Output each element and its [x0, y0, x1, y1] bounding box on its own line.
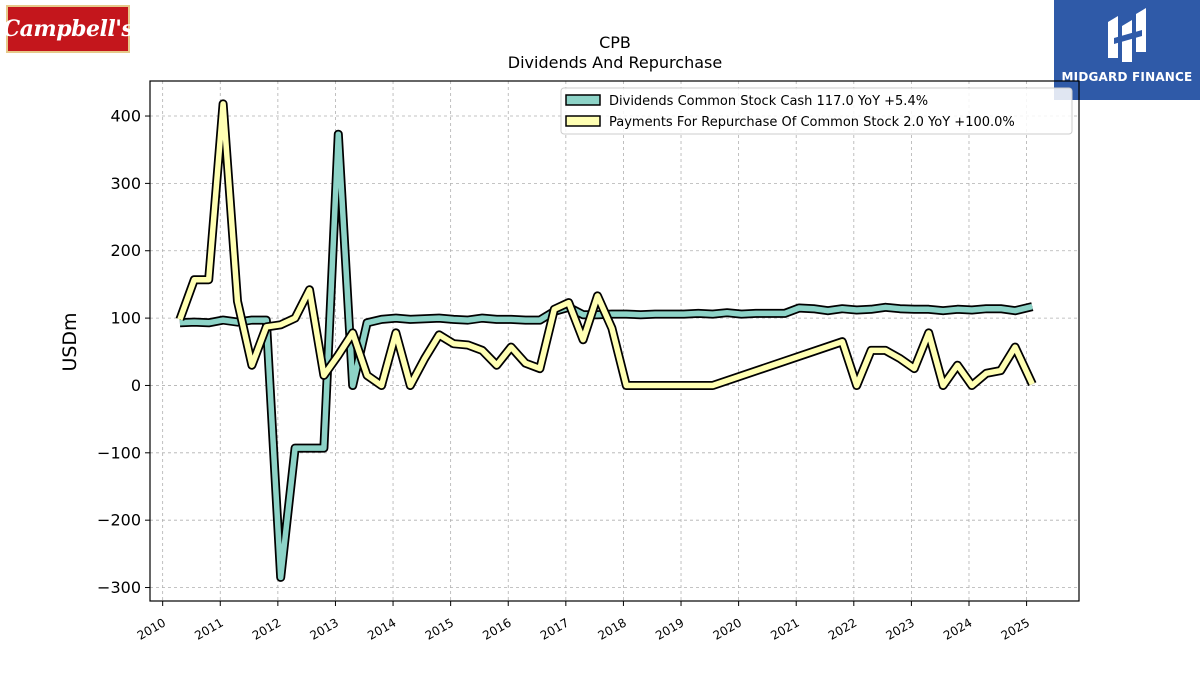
plot-frame [149, 80, 1080, 602]
x-tick-label: 2016 [480, 615, 513, 642]
x-tick-label: 2025 [999, 615, 1032, 642]
series-stroke [177, 101, 1035, 389]
series-stroke [179, 131, 1033, 581]
x-tick-label: 2012 [250, 615, 283, 642]
y-tick-label: 100 [110, 309, 141, 328]
legend-swatch [565, 115, 601, 127]
x-tick-label: 2011 [192, 615, 225, 642]
midgard-finance-logo: MIDGARD FINANCE [1054, 0, 1200, 100]
axes: 2010 2011 2012 2013 2014 2015 2016 2017 2018 2019… [97, 107, 1032, 643]
x-tick-label: 2023 [883, 615, 916, 642]
x-tick-label: 2021 [768, 615, 801, 642]
midgard-logo-text: MIDGARD FINANCE [1061, 70, 1193, 84]
chart-title: CPB [599, 33, 631, 52]
y-tick-label: 300 [110, 174, 141, 193]
x-tick-label: 2018 [595, 615, 628, 642]
y-tick-label: −200 [97, 511, 141, 530]
y-tick-label: −100 [97, 443, 141, 462]
legend-label: Dividends Common Stock Cash 117.0 YoY +5… [609, 94, 928, 109]
chart-subtitle: Dividends And Repurchase [508, 53, 722, 72]
x-tick-label: 2013 [308, 615, 341, 642]
series-lines [175, 99, 1037, 582]
legend-box [560, 87, 1073, 135]
x-tick-label: 2010 [135, 615, 168, 642]
campbells-logo: Campbell's [3, 5, 134, 53]
legend-label: Payments For Repurchase Of Common Stock … [609, 115, 1015, 130]
y-tick-label: 400 [110, 107, 141, 126]
series-line-1 [175, 99, 1037, 390]
x-tick-label: 2014 [365, 615, 398, 642]
y-tick-label: −300 [97, 578, 141, 597]
series-outline [179, 129, 1034, 582]
y-axis-label: USDm [59, 312, 81, 371]
midgard-mark-icon [1108, 8, 1146, 62]
x-tick-label: 2024 [941, 615, 974, 642]
series-line-0 [179, 129, 1034, 582]
x-tick-label: 2020 [711, 615, 744, 642]
campbells-logo-text: Campbell's [2, 16, 134, 42]
y-tick-label: 200 [110, 241, 141, 260]
x-tick-label: 2015 [423, 615, 456, 642]
x-tick-label: 2019 [653, 615, 686, 642]
legend-swatch [565, 94, 601, 106]
x-tick-label: 2022 [826, 615, 859, 642]
y-tick-label: 0 [131, 376, 141, 395]
legend: Dividends Common Stock Cash 117.0 YoY +5… [560, 87, 1073, 135]
series-outline [175, 99, 1037, 390]
x-tick-label: 2017 [538, 615, 571, 642]
